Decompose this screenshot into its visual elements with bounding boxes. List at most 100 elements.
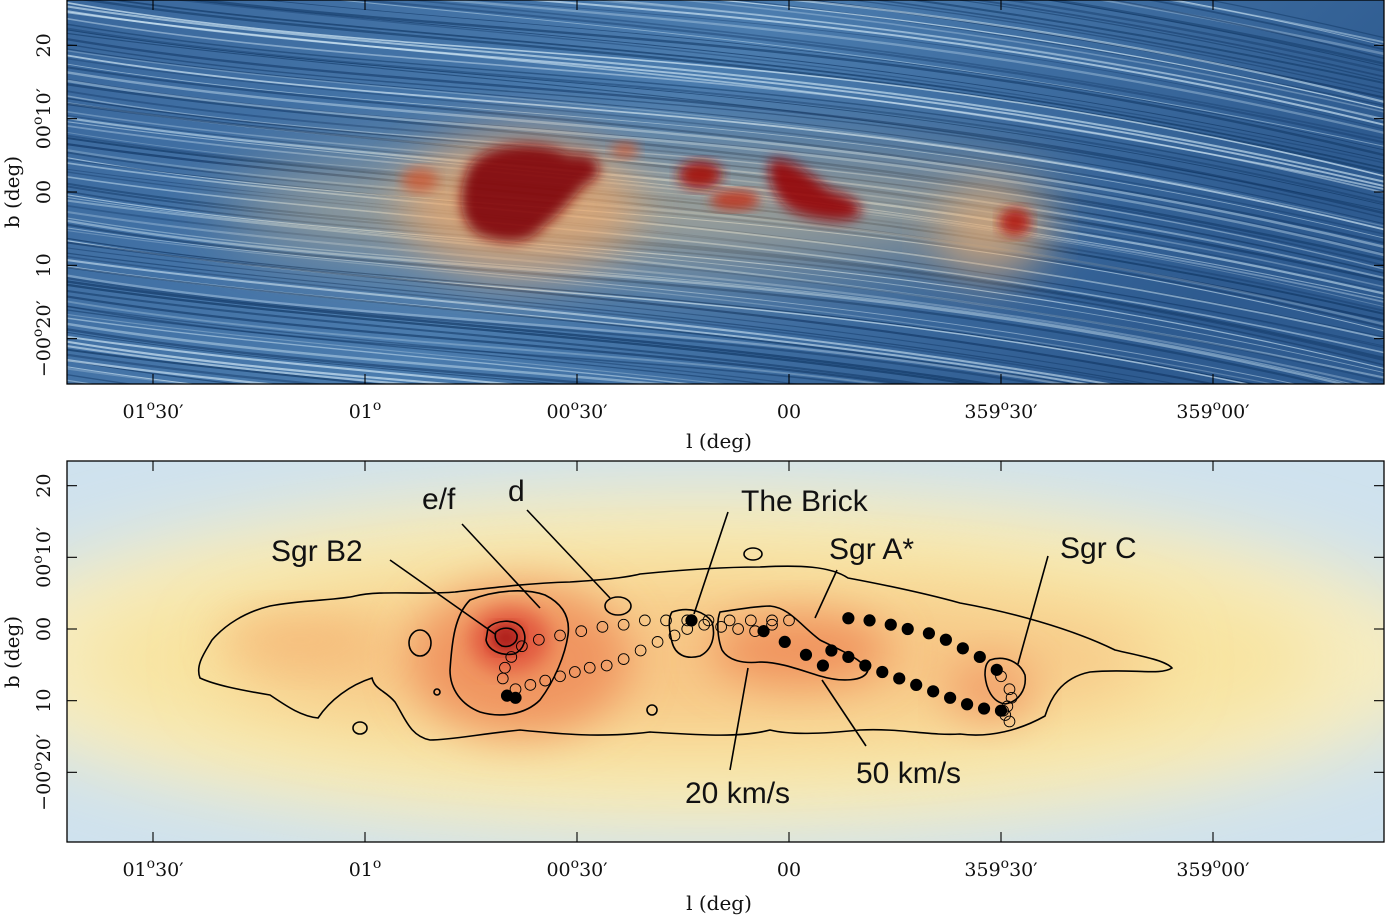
x-tick-label: 359o30′ <box>964 398 1037 423</box>
sgr-b2-hot-region <box>461 144 600 242</box>
orbit-point-filled <box>799 648 813 661</box>
field-streak <box>67 1 1384 177</box>
field-streak <box>432 0 1384 135</box>
orbit-point-open <box>766 618 778 631</box>
orbit-point-filled <box>859 659 872 672</box>
field-streak <box>67 335 519 384</box>
column-density-map <box>67 490 1384 830</box>
field-streak <box>67 23 1384 200</box>
x-tick-label: 359o00′ <box>1176 856 1249 881</box>
field-streak <box>67 300 888 384</box>
orbit-point-open <box>634 644 647 657</box>
orbit-point-filled <box>922 627 936 640</box>
field-streak <box>67 57 1384 235</box>
field-streak <box>67 309 773 384</box>
field-streak <box>79 0 1384 174</box>
field-streak <box>67 283 980 384</box>
orbit-point-filled <box>842 612 855 625</box>
field-streak <box>67 277 1048 384</box>
orbit-point-filled <box>973 650 986 664</box>
orbit-point-open <box>532 633 545 646</box>
field-streak <box>67 43 1384 219</box>
orbit-point-open <box>596 620 609 633</box>
leader-50-kms <box>821 679 867 747</box>
label-20-kms: 20 km/s <box>685 777 790 810</box>
small-contour-1 <box>408 629 432 657</box>
x-tick-label: 00o30′ <box>546 398 607 423</box>
field-streak <box>67 317 698 384</box>
orbit-point-open <box>651 636 664 648</box>
orbit-point-open <box>505 651 518 663</box>
orbit-point-filled <box>994 704 1008 717</box>
small-contour-5 <box>646 704 658 716</box>
field-streak <box>784 0 1384 104</box>
x-tick-label: 01o <box>349 856 382 881</box>
y-tick-label: −00o20′ <box>30 734 55 811</box>
orbit-point-open <box>583 661 596 674</box>
field-streak <box>334 0 1384 147</box>
field-streak <box>869 0 1384 91</box>
orbit-point-filled <box>757 625 770 638</box>
orbit-point-open <box>617 653 630 665</box>
orbit-point-filled <box>927 685 940 698</box>
field-streak <box>67 280 998 384</box>
y-tick-label: −00o20′ <box>30 300 55 377</box>
bottom-y-axis-label: b (deg) <box>0 616 24 688</box>
field-streak <box>67 353 326 384</box>
orbit-point-filled <box>939 633 952 646</box>
field-streak <box>598 0 1384 121</box>
mid-contour-sgr-b2 <box>449 590 570 716</box>
x-tick-label: 01o <box>349 398 382 423</box>
y-tick-label: 20 <box>33 474 55 498</box>
orbit-point-open <box>539 674 552 687</box>
sgr-c-contour <box>984 657 1027 705</box>
orbit-point-filled <box>863 614 876 627</box>
field-streak <box>67 79 1384 257</box>
field-streak <box>1046 0 1384 65</box>
field-streak <box>67 344 415 384</box>
orbit-point-open <box>554 629 566 642</box>
sgr-a-contour <box>717 605 869 681</box>
top-panel: 20 00o10′ 00 10 −00o20′ 01o30′ 01o 00o30′ 00 359… <box>0 0 1385 453</box>
orbit-point-open <box>660 614 672 627</box>
field-streak <box>67 29 1384 206</box>
field-streak <box>67 366 197 384</box>
orbit-point-open <box>668 629 681 642</box>
orbit-point-open <box>783 614 795 627</box>
field-streak <box>1107 0 1384 60</box>
inner-contour-sgr-b2 <box>485 620 526 656</box>
orbit-point-open <box>766 614 778 627</box>
leader-sgr-c <box>1017 555 1049 665</box>
orbit-point-open <box>1003 715 1016 728</box>
orbit-point-filled <box>944 691 957 704</box>
field-streak <box>67 247 1180 384</box>
field-streak <box>67 32 1384 211</box>
field-streak <box>67 227 1298 384</box>
field-streak <box>67 237 1258 384</box>
small-contour-6 <box>433 688 441 696</box>
orbit-point-filled <box>960 698 974 711</box>
orbit-point-filled <box>884 618 897 631</box>
orbit-point-open <box>524 679 537 691</box>
field-streak <box>67 295 914 384</box>
y-tick-label: 00o10′ <box>30 88 55 149</box>
label-50-kms: 50 km/s <box>856 757 961 790</box>
sgr-a-hot-region <box>769 159 861 221</box>
field-streak <box>67 367 197 384</box>
x-tick-label: 359o30′ <box>964 856 1037 881</box>
field-streak <box>184 0 1384 161</box>
field-streak <box>846 0 1384 95</box>
orbit-point-filled <box>990 663 1003 676</box>
orbit-point-open <box>702 614 715 627</box>
field-streak <box>261 0 1384 151</box>
field-streak <box>67 78 1384 254</box>
small-contour-3 <box>743 547 763 561</box>
field-streak <box>67 210 1375 384</box>
field-streak <box>67 48 1384 225</box>
orbit-point-open <box>554 670 566 683</box>
bottom-x-axis-label: l (deg) <box>686 891 752 915</box>
leader-sgr-a <box>814 569 838 619</box>
field-streak <box>67 259 1115 384</box>
field-streak <box>67 223 1329 384</box>
field-streak <box>1002 0 1384 73</box>
